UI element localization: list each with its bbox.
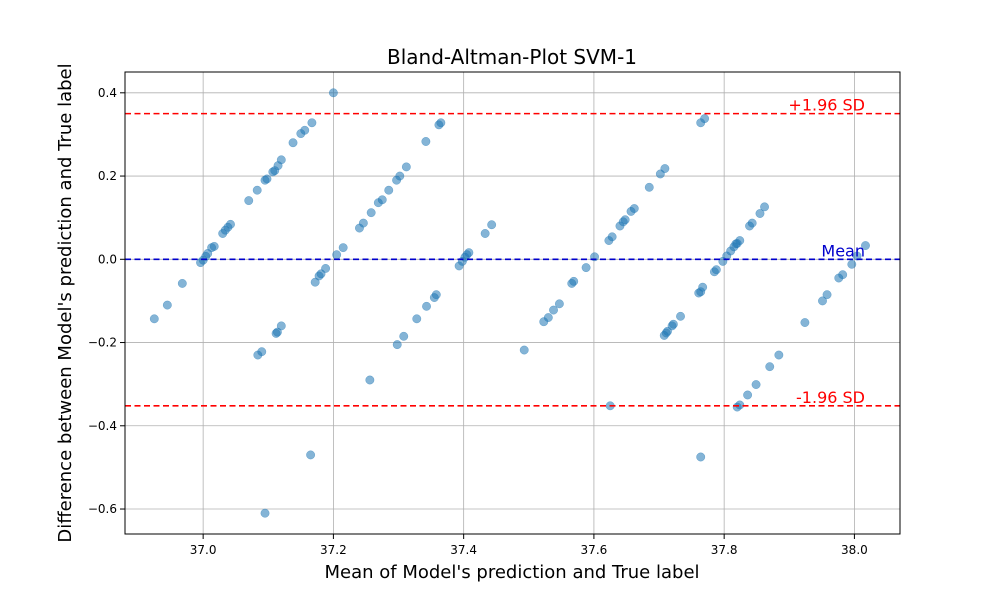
- data-point: [321, 264, 331, 273]
- data-point: [276, 321, 286, 331]
- x-tick-label: 38.0: [841, 543, 868, 557]
- y-tick-label: −0.4: [88, 419, 117, 433]
- data-point: [328, 88, 338, 98]
- x-axis-label: Mean of Model's prediction and True labe…: [324, 562, 699, 583]
- reference-lines: +1.96 SD Mean -1.96 SD: [125, 96, 900, 407]
- data-point: [847, 259, 857, 269]
- reference-line-label: +1.96 SD: [788, 96, 865, 115]
- data-point: [162, 300, 172, 310]
- data-point: [422, 301, 431, 311]
- x-tick-label: 37.8: [711, 543, 738, 557]
- data-point: [700, 114, 710, 124]
- data-point: [554, 299, 564, 309]
- data-point: [288, 138, 298, 148]
- x-tick-label: 37.4: [450, 543, 477, 557]
- data-point: [747, 218, 757, 228]
- data-point: [774, 350, 784, 360]
- y-axis-ticks: 0.4 0.2 0.0 −0.2 −0.4 −0.6: [88, 86, 125, 516]
- data-point: [696, 452, 706, 462]
- data-point: [307, 118, 317, 128]
- y-tick-label: −0.6: [88, 502, 117, 516]
- data-point: [822, 290, 832, 300]
- data-point: [668, 319, 678, 329]
- data-point: [464, 248, 474, 258]
- data-point: [412, 314, 422, 324]
- x-tick-label: 37.6: [581, 543, 608, 557]
- data-point: [755, 209, 765, 218]
- data-point: [338, 243, 348, 253]
- data-point: [149, 314, 159, 324]
- data-point: [365, 375, 375, 385]
- data-point: [519, 345, 529, 355]
- data-point: [676, 311, 685, 321]
- data-point: [276, 155, 286, 165]
- y-tick-label: −0.2: [88, 336, 117, 350]
- y-tick-label: 0.4: [98, 86, 117, 100]
- x-tick-label: 37.0: [190, 543, 217, 557]
- y-axis-label: Difference between Model's prediction an…: [55, 63, 76, 542]
- y-tick-label: 0.0: [98, 252, 117, 266]
- data-point: [436, 118, 446, 128]
- data-point: [384, 185, 394, 195]
- reference-line-label: Mean: [821, 241, 865, 260]
- data-point: [751, 380, 761, 390]
- data-point: [711, 265, 721, 275]
- data-point: [735, 236, 745, 246]
- data-point: [543, 313, 553, 323]
- data-point: [818, 296, 827, 306]
- x-axis-ticks: 37.0 37.2 37.4 37.6 37.8 38.0: [190, 534, 868, 557]
- data-point: [395, 171, 405, 181]
- data-point: [252, 185, 262, 195]
- y-tick-label: 0.2: [98, 169, 117, 183]
- plot-frame: [124, 71, 901, 535]
- reference-line-label: -1.96 SD: [796, 388, 865, 407]
- data-point: [480, 229, 490, 238]
- data-point: [549, 305, 558, 315]
- data-point: [358, 218, 368, 228]
- data-point: [838, 270, 848, 280]
- data-point: [852, 251, 862, 261]
- data-point: [620, 215, 630, 225]
- data-point: [392, 340, 402, 350]
- data-point: [735, 400, 745, 410]
- data-point: [743, 390, 753, 400]
- data-point: [262, 174, 272, 184]
- data-point: [421, 137, 431, 146]
- data-point: [377, 195, 387, 205]
- data-points: [149, 88, 870, 518]
- data-point: [569, 276, 579, 286]
- data-point: [401, 162, 411, 172]
- data-point: [644, 182, 654, 192]
- grid: [125, 72, 900, 534]
- data-point: [177, 278, 187, 288]
- data-point: [800, 318, 810, 328]
- data-point: [431, 290, 441, 300]
- data-point: [226, 219, 235, 229]
- data-point: [581, 263, 591, 273]
- data-point: [487, 220, 497, 230]
- data-point: [306, 450, 316, 460]
- data-point: [399, 331, 409, 341]
- data-point: [300, 125, 310, 135]
- data-point: [861, 241, 870, 251]
- data-point: [760, 202, 769, 212]
- data-point: [660, 164, 670, 174]
- data-point: [765, 362, 775, 372]
- data-point: [209, 241, 219, 251]
- chart-title: Bland-Altman-Plot SVM-1: [387, 45, 637, 69]
- data-point: [332, 250, 342, 260]
- data-point: [698, 282, 708, 292]
- data-point: [257, 347, 267, 357]
- data-point: [366, 208, 376, 218]
- data-point: [629, 204, 639, 213]
- data-point: [607, 232, 617, 242]
- x-tick-label: 37.2: [320, 543, 347, 557]
- data-point: [244, 196, 254, 206]
- data-point: [260, 508, 270, 518]
